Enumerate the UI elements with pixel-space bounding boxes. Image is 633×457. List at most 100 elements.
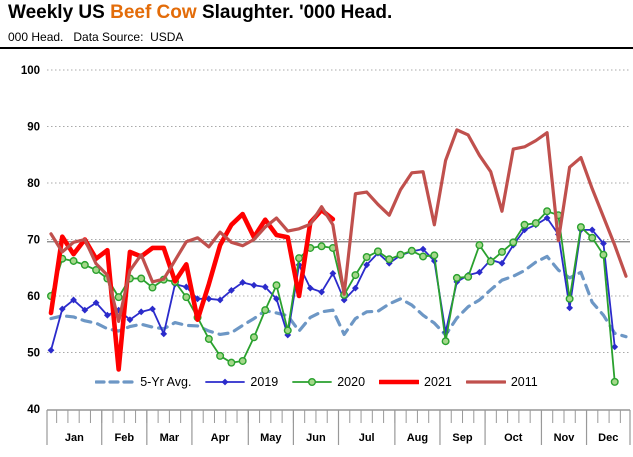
marker-diamond [81,306,89,314]
marker-diamond [318,288,325,296]
marker-circle [385,255,394,264]
series-line-2020 [50,210,616,383]
series-line-2019 [50,217,616,352]
month-label-jul: Jul [359,432,375,444]
marker-circle [351,271,360,280]
legend-swatch [465,380,506,384]
title-prefix: Weekly US [8,2,111,23]
marker-circle [137,274,146,283]
marker-diamond [182,283,190,291]
marker-diamond [149,305,156,313]
marker-diamond [566,304,574,312]
y-axis-label-100: 100 [21,65,40,77]
legend-label: 2019 [250,375,279,389]
legend-label: 2020 [337,375,366,389]
marker-diamond [611,343,619,351]
marker-circle [227,358,236,367]
month-label-feb: Feb [115,432,135,444]
marker-circle [543,207,552,216]
marker-circle [238,356,247,365]
marker-circle [261,306,270,315]
month-label-aug: Aug [407,432,428,444]
marker-circle [599,250,608,259]
marker-diamond [47,346,55,354]
marker-circle [249,333,258,342]
marker-circle [419,252,428,261]
marker-circle [452,273,461,282]
marker-circle [396,250,405,259]
marker-diamond [352,284,359,292]
marker-circle [69,256,78,265]
marker-circle [430,251,439,260]
legend-item-2021: 2021 [379,375,452,389]
marker-diamond [239,279,247,286]
month-label-mar: Mar [160,432,180,444]
marker-diamond [58,305,66,313]
marker-diamond [70,296,77,304]
legend-item-2019: 2019 [205,375,278,389]
series-line-5-yr-avg- [49,254,628,339]
marker-diamond [92,299,100,307]
marker-diamond [126,316,134,324]
y-axis-label-90: 90 [27,122,40,134]
chart-legend: 5-Yr Avg. 2019 2020 2021 2011 [0,375,633,389]
marker-circle [295,254,304,263]
month-label-sep: Sep [452,432,472,444]
marker-circle [114,293,123,302]
legend-item-2011: 2011 [465,375,538,389]
marker-diamond [306,284,314,292]
marker-circle [497,247,506,256]
legend-label: 2021 [424,375,452,389]
marker-diamond [103,311,111,319]
marker-diamond [498,259,506,267]
y-axis-label-40: 40 [27,404,40,416]
marker-diamond [137,308,145,316]
series-line-2011 [49,128,628,324]
chart-subtitle: 000 Head. Data Source: USDA [8,30,184,44]
legend-swatch [292,378,333,386]
marker-diamond [227,286,235,294]
marker-circle [182,293,191,302]
legend-label: 5-Yr Avg. [140,375,192,389]
marker-diamond [543,214,551,222]
marker-circle [531,219,540,228]
marker-circle [283,326,292,335]
marker-diamond [600,240,607,247]
marker-diamond [250,281,258,289]
marker-circle [565,294,574,303]
series-line-2021 [48,207,336,372]
marker-circle [475,241,484,250]
y-axis-label-70: 70 [27,235,40,247]
marker-diamond [261,283,269,291]
page-title: Weekly US Beef Cow Slaughter. '000 Head. [8,2,392,24]
marker-circle [576,223,585,232]
marker-circle [148,283,157,292]
legend-item-2020: 2020 [292,375,365,389]
marker-diamond [588,226,596,234]
month-label-may: May [260,432,282,444]
marker-diamond [419,245,427,253]
marker-circle [272,281,281,290]
y-axis-label-60: 60 [27,291,40,303]
y-axis-label-80: 80 [27,178,40,190]
marker-circle [317,242,326,251]
marker-diamond [329,270,337,277]
legend-swatch [379,379,420,385]
marker-circle [441,337,450,346]
marker-circle [588,233,597,242]
marker-circle [610,377,619,386]
marker-circle [362,253,371,262]
title-suffix: Slaughter. '000 Head. [196,2,393,23]
legend-item-5-yr-avg-: 5-Yr Avg. [95,375,191,389]
marker-circle [520,220,529,229]
legend-swatch [95,380,136,384]
marker-diamond [160,330,168,338]
marker-diamond [205,295,213,303]
marker-diamond [363,261,371,269]
marker-circle [509,238,518,247]
legend-label: 2011 [510,375,538,389]
marker-circle [216,351,225,360]
marker-diamond [216,296,224,304]
marker-circle [486,257,495,266]
